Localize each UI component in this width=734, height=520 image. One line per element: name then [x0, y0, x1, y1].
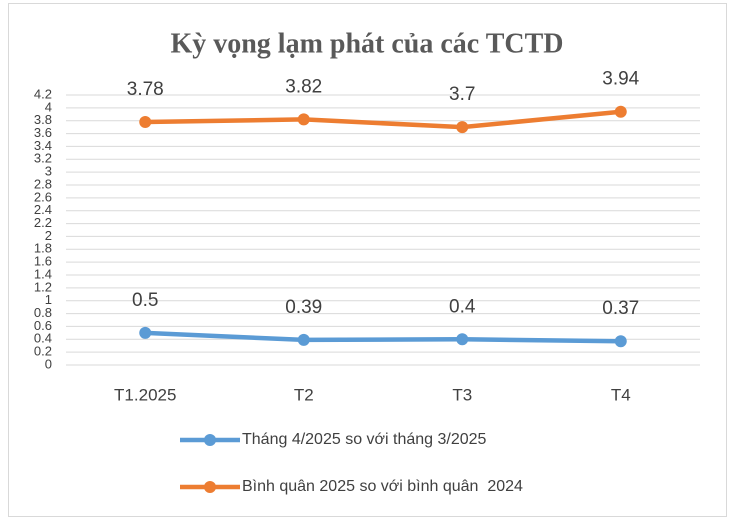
y-tick-label: 2.2: [34, 215, 52, 230]
x-tick-label: T3: [452, 385, 472, 404]
y-tick-label: 2.4: [34, 202, 52, 217]
y-tick-label: 0.6: [34, 318, 52, 333]
data-label: 3.7: [449, 84, 475, 105]
chart-border: [8, 3, 727, 517]
y-tick-label: 0.2: [34, 344, 52, 359]
legend-label: Bình quân 2025 so với bình quân 2024: [242, 478, 523, 495]
point: [614, 105, 627, 118]
y-tick-label: 1.2: [34, 279, 52, 294]
series-line: [145, 330, 621, 344]
legend-marker: [204, 481, 216, 493]
y-tick-label: 1.8: [34, 241, 52, 256]
chart-title: Kỳ vọng lạm phát của các TCTD: [170, 28, 563, 59]
point: [297, 333, 310, 346]
data-label: 0.37: [602, 298, 639, 319]
y-tick-label: 1.4: [34, 266, 52, 281]
y-tick-label: 3.4: [34, 138, 52, 153]
point: [456, 333, 469, 346]
y-tick-label: 0.8: [34, 305, 52, 320]
y-tick-label: 1: [45, 292, 52, 307]
legend-label: Tháng 4/2025 so với tháng 3/2025: [242, 431, 487, 448]
y-tick-label: 0.4: [34, 331, 52, 346]
y-tick-label: 2.8: [34, 176, 52, 191]
x-tick-label: T2: [294, 385, 314, 404]
data-label: 3.78: [127, 79, 164, 100]
point: [297, 113, 310, 126]
point: [139, 116, 152, 128]
data-label: 0.4: [449, 296, 476, 317]
data-label: 0.39: [285, 297, 322, 318]
y-tick-label: 1.6: [34, 254, 52, 269]
data-label: 3.82: [285, 76, 322, 97]
series-line: [145, 109, 621, 130]
point: [456, 121, 469, 134]
y-tick-label: 3: [45, 164, 52, 179]
y-tick-label: 3.2: [34, 151, 52, 166]
point: [614, 335, 627, 348]
y-tick-label: 2: [45, 228, 52, 243]
point: [139, 326, 152, 339]
y-tick-label: 2.6: [34, 189, 52, 204]
y-tick-label: 4: [45, 99, 52, 114]
y-tick-label: 4.2: [34, 86, 52, 101]
data-label: 3.94: [602, 69, 639, 90]
x-tick-label: T4: [611, 385, 631, 404]
y-tick-label: 3.6: [34, 125, 52, 140]
y-tick-label: 0: [45, 356, 52, 371]
x-tick-label: T1.2025: [114, 385, 176, 404]
data-label: 0.5: [132, 290, 158, 311]
y-tick-label: 3.8: [34, 112, 52, 127]
legend-marker: [204, 434, 216, 446]
